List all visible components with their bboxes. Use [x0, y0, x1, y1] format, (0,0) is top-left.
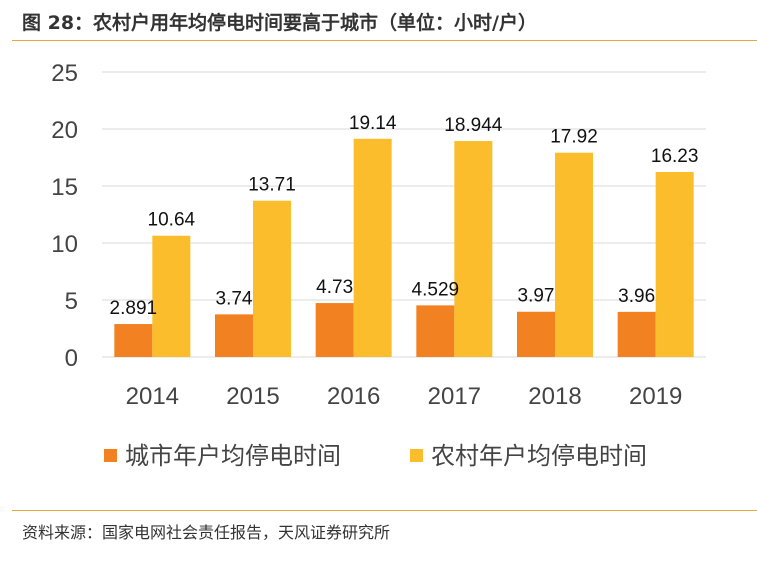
city-value-label: 3.96	[618, 286, 655, 307]
city-value-label: 2.891	[110, 298, 158, 319]
data-labels: 2.891 10.64 3.74 13.71 4.73 19.14 4.529 18.944 3…	[110, 113, 699, 319]
legend: 城市年户均停电时间 农村年户均停电时间	[104, 442, 647, 470]
rural-bar	[253, 200, 291, 357]
rural-value-label: 10.64	[148, 210, 196, 231]
grid-lines	[102, 71, 706, 358]
title-divider	[12, 40, 757, 41]
x-axis: 2014 2015 2016 2017 2018 2019	[126, 383, 683, 410]
city-value-label: 4.529	[412, 279, 460, 300]
city-value-label: 4.73	[316, 277, 353, 298]
bar-chart: 0 5 10 15 20 25 2.891 10.64 3.74 13.71 4.73 19.14 4…	[51, 60, 706, 470]
x-tick-label: 2019	[629, 383, 682, 410]
city-value-label: 3.97	[518, 286, 555, 307]
legend-label: 城市年户均停电时间	[125, 442, 341, 470]
rural-bar	[152, 235, 191, 357]
x-tick-label: 2017	[428, 383, 481, 410]
x-tick-label: 2016	[327, 383, 380, 410]
legend-label: 农村年户均停电时间	[431, 442, 647, 470]
y-axis: 0 5 10 15 20 25	[51, 60, 78, 372]
y-tick-label: 5	[65, 288, 78, 315]
city-bar	[416, 305, 455, 357]
city-bar	[617, 311, 656, 357]
city-bar	[517, 311, 555, 357]
rural-bar	[454, 141, 493, 357]
y-tick-label: 25	[51, 60, 78, 87]
rural-bar	[655, 171, 694, 357]
bars	[114, 138, 694, 357]
source-note: 资料来源：国家电网社会责任报告，天风证券研究所	[22, 523, 391, 542]
city-bar	[215, 314, 253, 357]
y-tick-label: 0	[65, 345, 78, 372]
rural-bar	[353, 138, 392, 357]
legend-swatch	[410, 449, 423, 462]
rural-value-label: 17.92	[550, 127, 598, 148]
legend-swatch	[104, 449, 117, 462]
rural-value-label: 16.23	[651, 146, 699, 167]
x-tick-label: 2015	[226, 383, 279, 410]
source-divider	[12, 510, 757, 511]
rural-bar	[555, 152, 593, 357]
legend-rural: 农村年户均停电时间	[410, 442, 647, 470]
rural-value-label: 18.944	[444, 115, 503, 136]
y-tick-label: 20	[51, 117, 78, 144]
x-tick-label: 2018	[528, 383, 581, 410]
x-tick-label: 2014	[126, 383, 179, 410]
city-value-label: 3.74	[216, 288, 253, 309]
city-bar	[114, 324, 153, 357]
y-tick-label: 10	[51, 231, 78, 258]
y-tick-label: 15	[51, 174, 78, 201]
rural-value-label: 13.71	[248, 175, 296, 196]
rural-value-label: 19.14	[349, 113, 397, 134]
legend-city: 城市年户均停电时间	[104, 442, 341, 470]
chart-title: 图 28：农村户用年均停电时间要高于城市（单位：小时/户）	[22, 12, 537, 34]
city-bar	[315, 303, 354, 357]
